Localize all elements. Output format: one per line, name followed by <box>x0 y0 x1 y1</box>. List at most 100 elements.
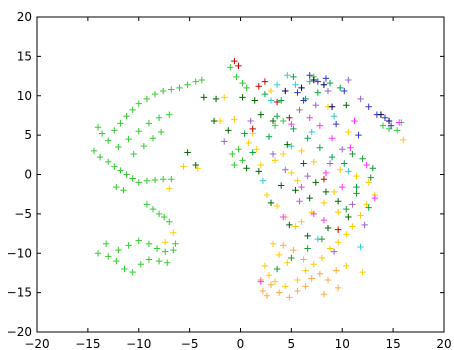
x-tick-label: −5 <box>181 337 199 350</box>
data-point <box>320 199 328 207</box>
data-point <box>320 216 328 224</box>
data-point <box>267 281 275 288</box>
data-point <box>155 114 163 121</box>
data-point <box>117 167 124 174</box>
data-point <box>316 144 324 151</box>
data-point <box>292 81 299 88</box>
data-point <box>306 78 313 85</box>
data-point <box>282 166 289 173</box>
plot-frame <box>36 16 445 333</box>
data-point <box>259 177 267 184</box>
series-8 <box>282 76 393 125</box>
data-point <box>111 163 118 170</box>
data-point <box>306 114 313 121</box>
data-point <box>162 248 169 255</box>
data-point <box>243 84 250 92</box>
data-point <box>235 62 242 70</box>
data-point <box>269 240 277 247</box>
data-point <box>172 240 179 247</box>
data-point <box>357 212 364 219</box>
data-point <box>339 183 346 191</box>
data-point <box>302 267 309 274</box>
data-point <box>263 292 271 299</box>
data-point <box>280 213 287 221</box>
data-point <box>312 179 319 186</box>
data-point <box>261 262 269 270</box>
series-0 <box>90 64 405 276</box>
data-point <box>145 256 153 263</box>
data-point <box>271 278 279 285</box>
x-tick-label: −15 <box>75 337 100 350</box>
series-4 <box>184 94 352 240</box>
data-point <box>255 83 263 90</box>
data-point <box>160 213 168 221</box>
data-point <box>337 166 344 173</box>
data-point <box>265 133 273 140</box>
data-point <box>353 172 360 180</box>
data-point <box>239 94 246 101</box>
data-point <box>381 114 389 121</box>
series-9 <box>259 72 364 251</box>
data-point <box>343 262 350 270</box>
x-tick-label: −20 <box>24 337 49 350</box>
data-point <box>267 87 275 95</box>
series-1 <box>162 87 407 290</box>
data-point <box>369 165 376 172</box>
data-point <box>129 175 136 182</box>
data-point <box>387 122 395 129</box>
data-point <box>200 94 208 101</box>
data-point <box>225 127 232 134</box>
data-point <box>261 78 269 85</box>
data-point <box>320 81 328 88</box>
data-point <box>320 176 328 183</box>
data-point <box>304 232 311 240</box>
data-point <box>343 231 350 238</box>
x-tick-label: 15 <box>385 337 400 350</box>
data-points <box>90 57 407 301</box>
data-point <box>210 117 218 125</box>
data-point <box>184 149 191 156</box>
data-point <box>135 100 142 107</box>
data-point <box>320 291 328 298</box>
y-tick-label: −10 <box>7 246 32 260</box>
data-point <box>121 265 128 273</box>
series-10 <box>221 76 368 255</box>
data-point <box>98 130 106 137</box>
data-point <box>143 201 151 208</box>
y-tick-label: 0 <box>24 168 32 182</box>
data-point <box>143 177 151 184</box>
data-point <box>280 150 287 158</box>
data-point <box>400 136 407 144</box>
data-point <box>105 158 112 166</box>
data-point <box>345 168 352 175</box>
data-point <box>324 224 332 232</box>
data-point <box>184 81 191 88</box>
data-point <box>367 174 374 181</box>
data-point <box>316 122 324 129</box>
data-point <box>275 251 283 259</box>
data-point <box>312 102 319 109</box>
data-point <box>192 78 199 85</box>
data-point <box>322 188 330 196</box>
data-point <box>334 226 342 233</box>
data-point <box>125 135 132 143</box>
data-point <box>117 120 124 127</box>
data-point <box>280 242 287 249</box>
data-point <box>137 261 144 268</box>
data-point <box>267 97 275 104</box>
data-point <box>273 98 281 106</box>
data-point <box>359 268 366 276</box>
data-point <box>365 204 372 211</box>
series-3 <box>241 73 372 211</box>
data-point <box>328 103 336 110</box>
data-point <box>396 119 403 126</box>
data-point <box>257 161 265 169</box>
data-point <box>115 143 122 151</box>
data-point <box>90 147 98 155</box>
data-point <box>357 243 364 251</box>
data-point <box>326 160 334 167</box>
data-point <box>157 128 165 136</box>
data-point <box>288 142 295 150</box>
data-point <box>339 146 346 153</box>
plot-area <box>37 17 444 332</box>
